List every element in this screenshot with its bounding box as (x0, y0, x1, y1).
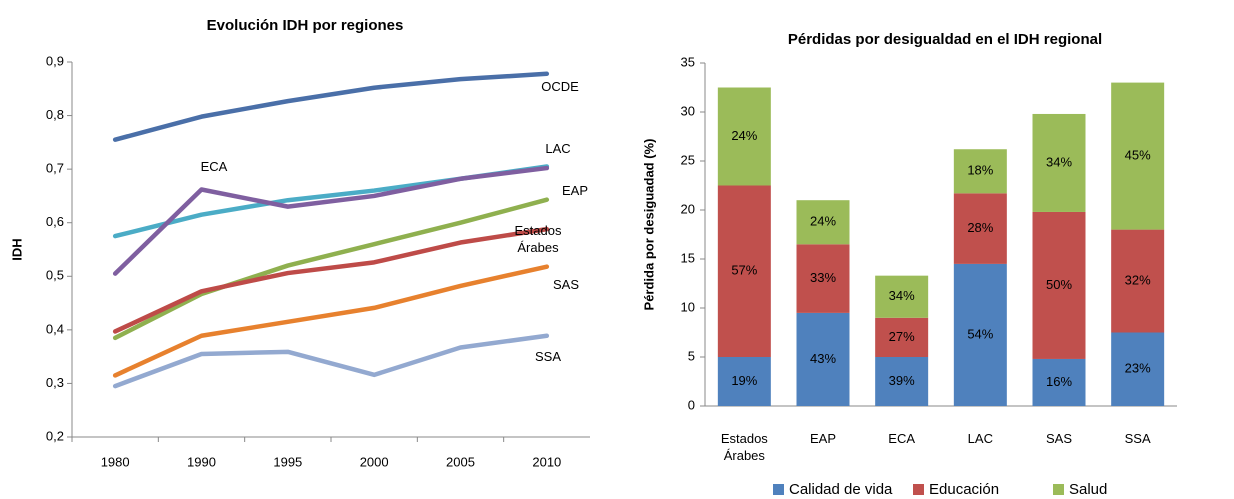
legend-label: Calidad de vida (789, 481, 893, 498)
y-tick-label: 0,5 (46, 268, 64, 283)
series-label: OCDE (541, 79, 579, 94)
bar-segment (875, 357, 929, 406)
segment-label: 24% (810, 214, 836, 229)
segment-label: 43% (810, 351, 836, 366)
legend-swatch (1053, 484, 1064, 495)
x-tick-label: 2010 (532, 454, 561, 469)
x-tick-label: SSA (1124, 431, 1151, 446)
x-tick-label: 1990 (187, 454, 216, 469)
y-tick-label: 0,7 (46, 161, 64, 176)
y-tick-label: 0,8 (46, 107, 64, 122)
x-tick-label: SAS (1045, 431, 1072, 446)
segment-label: 33% (810, 270, 836, 285)
segment-label: 54% (967, 326, 993, 341)
bar-segment (717, 185, 771, 357)
bar-segment (953, 193, 1007, 264)
y-tick-label: 0,4 (46, 321, 64, 336)
y-tick-label: 0,6 (46, 214, 64, 229)
y-axis-label: Pérdida por desiguadad (%) (641, 139, 656, 311)
segment-label: 19% (731, 373, 757, 388)
legend-swatch (773, 484, 784, 495)
bar-segment (1111, 82, 1165, 230)
x-tick-label: 2000 (360, 454, 389, 469)
segment-label: 23% (1125, 361, 1151, 376)
y-tick-label: 15 (681, 250, 695, 265)
chart-title: Pérdidas por desigualdad en el IDH regio… (788, 31, 1102, 48)
y-tick-label: 35 (681, 54, 695, 69)
x-tick-label: Estados Árabes (720, 431, 768, 463)
bar-segment (1032, 113, 1086, 212)
bar-segment (717, 87, 771, 186)
line (112, 264, 550, 378)
bar-segment (953, 149, 1007, 194)
bar-segment (875, 275, 929, 318)
y-tick-label: 10 (681, 299, 695, 314)
segment-label: 18% (967, 163, 993, 178)
bar-segment (796, 244, 850, 313)
line (112, 165, 550, 276)
legend-swatch (913, 484, 924, 495)
y-tick-label: 0,3 (46, 375, 64, 390)
bar-segment (1032, 358, 1086, 406)
bar-segment (953, 263, 1007, 406)
chart-title: Evolución IDH por regiones (207, 17, 404, 34)
series-label: EAP (561, 183, 588, 198)
segment-label: 16% (1046, 374, 1072, 389)
x-tick-label: LAC (967, 431, 993, 446)
y-tick-label: 30 (681, 103, 695, 118)
series-label: ECA (200, 159, 228, 174)
segment-label: 57% (731, 263, 757, 278)
segment-label: 27% (889, 329, 915, 344)
series-label: Estados Árabes (514, 223, 562, 255)
bar-segment (796, 312, 850, 406)
bar-segment (1111, 229, 1165, 333)
x-tick-label: EAP (809, 431, 836, 446)
segment-label: 45% (1125, 148, 1151, 163)
x-tick-label: 2005 (446, 454, 475, 469)
x-tick-label: ECA (888, 431, 916, 446)
segment-label: 34% (889, 288, 915, 303)
line (112, 197, 550, 341)
y-tick-label: 25 (681, 152, 695, 167)
y-axis-label: IDH (9, 238, 24, 260)
y-tick-label: 20 (681, 201, 695, 216)
series-label: SAS (552, 277, 579, 292)
segment-label: 34% (1046, 154, 1072, 169)
series-label: SSA (534, 349, 561, 364)
bar-segment (796, 200, 850, 245)
y-tick-label: 0,2 (46, 428, 64, 443)
x-tick-label: 1980 (101, 454, 130, 469)
y-tick-label: 5 (688, 348, 695, 363)
series-label: LAC (545, 141, 571, 156)
y-tick-label: 0,9 (46, 53, 64, 68)
legend-label: Salud (1069, 481, 1107, 498)
segment-label: 50% (1046, 277, 1072, 292)
bar-segment (875, 317, 929, 357)
line (112, 226, 550, 334)
line (112, 71, 550, 142)
segment-label: 32% (1125, 272, 1151, 287)
segment-label: 24% (731, 128, 757, 143)
line (112, 333, 550, 389)
legend-label: Educación (929, 481, 999, 498)
x-tick-label: 1995 (273, 454, 302, 469)
segment-label: 28% (967, 220, 993, 235)
bar-segment (717, 357, 771, 406)
bar-segment (1032, 211, 1086, 359)
bar-segment (1111, 332, 1165, 406)
y-tick-label: 0 (688, 397, 695, 412)
segment-label: 39% (889, 373, 915, 388)
